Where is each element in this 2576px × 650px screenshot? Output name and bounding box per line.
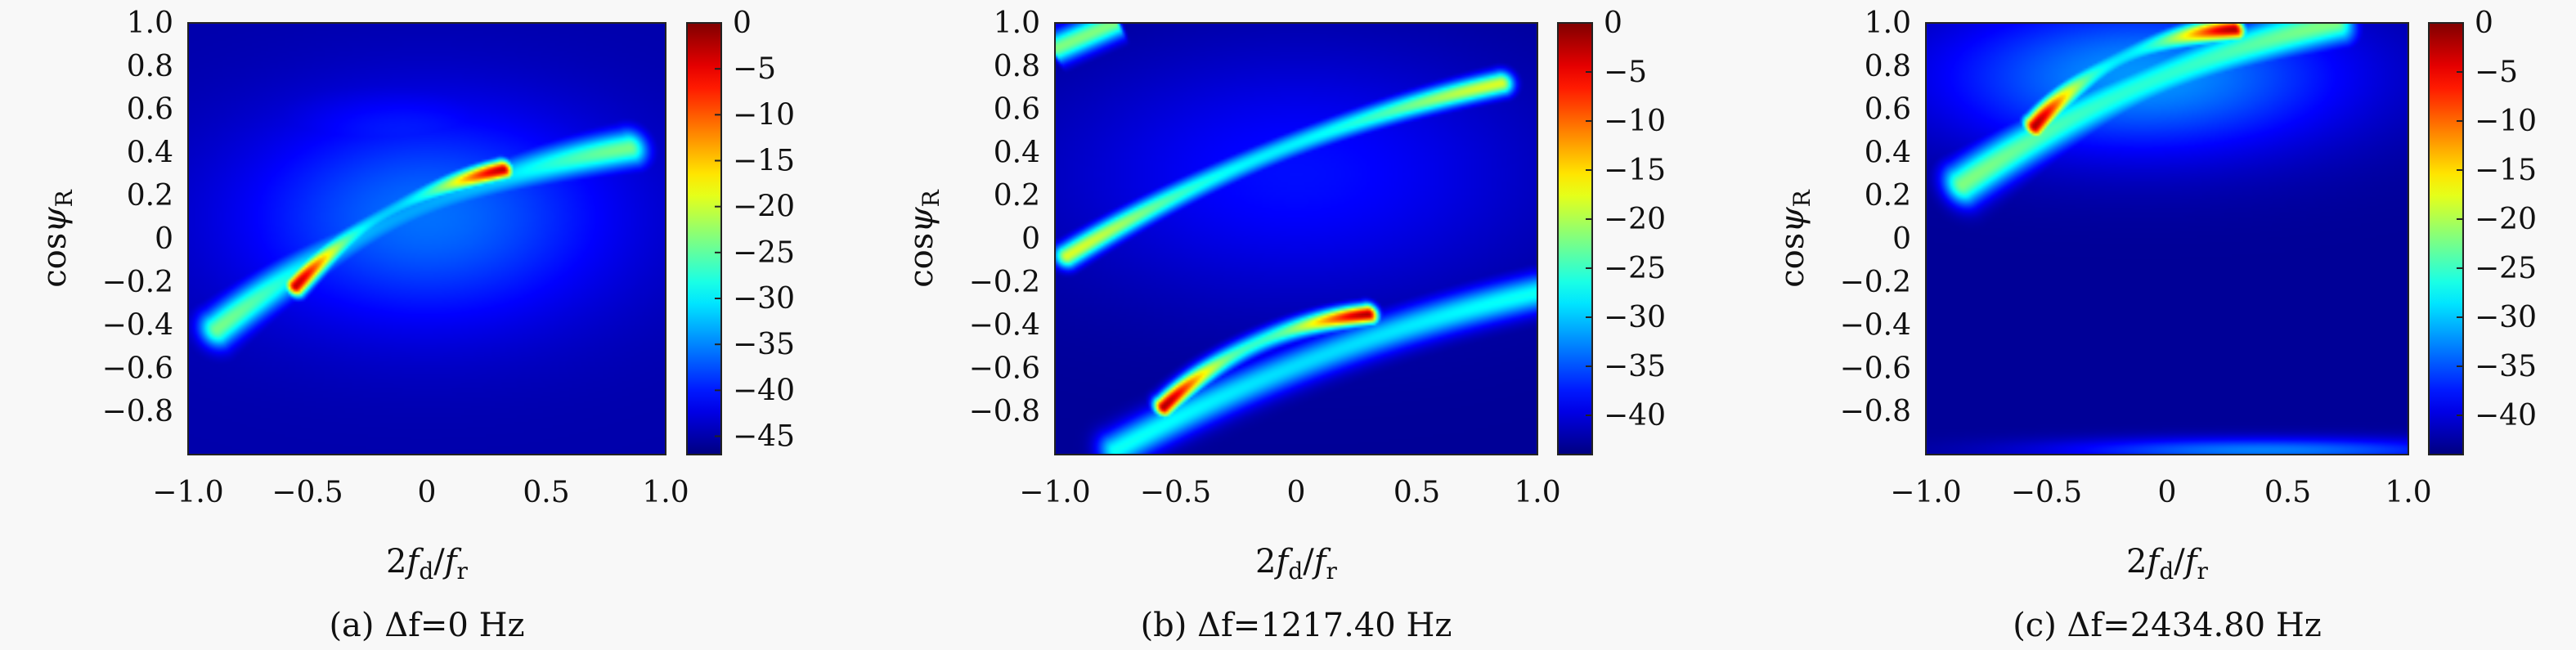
y-tick-label: −0.2	[1840, 266, 1911, 299]
colorbar-tick-label: −10	[733, 98, 795, 132]
heatmap-image	[188, 23, 666, 455]
x-tick-label: −1.0	[1890, 476, 1961, 509]
y-tick-label: 0.4	[127, 136, 173, 169]
y-axis-label: cosψR	[903, 189, 945, 287]
colorbar-tick-label: −40	[733, 374, 795, 407]
colorbar-tick-label: −40	[1604, 399, 1666, 433]
colorbar-tick-label: −20	[733, 191, 795, 224]
y-tick-label: −0.8	[102, 395, 173, 428]
colorbar-tick-label: −5	[733, 52, 776, 86]
panel-1: −1.0 −0.5 0 0.5 1.0 1.0 0.8 0.6 0.4 0.2 0 −0.2 −0.4 −…	[36, 7, 795, 644]
colorbar-tick-label: −20	[2475, 203, 2537, 236]
colorbar-tick-label: −5	[1604, 56, 1647, 89]
y-tick-label: 1.0	[994, 7, 1040, 40]
panel-caption: (b) Δf=1217.40 Hz	[1141, 607, 1452, 644]
y-tick-label: 0.4	[1865, 136, 1911, 169]
y-tick-label: −0.2	[969, 266, 1040, 299]
plot-frame	[1925, 22, 2409, 455]
y-tick-label: 0.8	[994, 50, 1040, 83]
colorbar-frame	[686, 22, 722, 455]
y-tick-label: −0.6	[102, 352, 173, 385]
y-axis-label: cosψR	[1774, 189, 1815, 287]
panel-caption: (c) Δf=2434.80 Hz	[2013, 607, 2322, 644]
y-tick-label: 0.2	[1865, 179, 1911, 213]
x-tick-label: 1.0	[1514, 476, 1560, 509]
colorbar-tick-label: −30	[1604, 301, 1666, 334]
colorbar-tick-label: −30	[733, 282, 795, 316]
colorbar-tick-label: −25	[1604, 252, 1666, 285]
colorbar-tick-label: 0	[733, 7, 752, 40]
y-tick-label: 0	[1892, 222, 1911, 256]
y-tick-label: 0.6	[1865, 93, 1911, 127]
colorbar-tick-label: −15	[2475, 154, 2537, 187]
colorbar	[1558, 23, 1592, 455]
x-axis-label: 2fd/fr	[1255, 543, 1338, 585]
y-tick-label: 1.0	[127, 7, 173, 40]
x-tick-label: 1.0	[2385, 476, 2431, 509]
x-tick-label: −0.5	[2011, 476, 2082, 509]
y-tick-label: 0	[155, 222, 173, 256]
colorbar-tick-label: −5	[2475, 56, 2518, 89]
colorbar-tick-label: −10	[2475, 105, 2537, 138]
panel-caption: (a) Δf=0 Hz	[329, 607, 524, 644]
y-tick-label: 0.6	[127, 93, 173, 127]
colorbar-tick-label: 0	[1604, 7, 1622, 40]
y-tick-label: 1.0	[1865, 7, 1911, 40]
x-tick-label: 0	[2158, 476, 2177, 509]
y-tick-label: 0	[1021, 222, 1040, 256]
x-axis-label: 2fd/fr	[386, 543, 469, 585]
colorbar	[2429, 23, 2463, 455]
x-tick-label: 0	[418, 476, 437, 509]
y-tick-label: −0.4	[969, 309, 1040, 343]
y-tick-label: 0.8	[127, 50, 173, 83]
colorbar-tick-label: −35	[733, 328, 795, 361]
x-tick-label: 0.5	[1393, 476, 1440, 509]
x-tick-label: 0.5	[2264, 476, 2311, 509]
plot-frame	[1054, 22, 1538, 455]
x-tick-label: 1.0	[642, 476, 689, 509]
y-tick-label: 0.6	[994, 93, 1040, 127]
colorbar-tick-label: 0	[2475, 7, 2493, 40]
x-axis-label: 2fd/fr	[2126, 543, 2209, 585]
colorbar-frame	[2428, 22, 2464, 455]
y-tick-label: 0.2	[994, 179, 1040, 213]
x-tick-label: −0.5	[272, 476, 343, 509]
x-tick-label: −1.0	[1019, 476, 1090, 509]
colorbar-tick-label: −25	[2475, 252, 2537, 285]
panel-3: −1.0 −0.5 0 0.5 1.0 1.0 0.8 0.6 0.4 0.2 0 −0.2 −0.4 −…	[1774, 7, 2537, 644]
colorbar-tick-label: −40	[2475, 399, 2537, 433]
colorbar-tick-label: −10	[1604, 105, 1666, 138]
y-tick-label: 0.8	[1865, 50, 1911, 83]
y-tick-label: −0.8	[1840, 395, 1911, 428]
y-tick-label: −0.2	[102, 266, 173, 299]
y-tick-label: 0.4	[994, 136, 1040, 169]
y-tick-label: 0.2	[127, 179, 173, 213]
y-axis-label: cosψR	[36, 189, 78, 287]
colorbar-tick-label: −35	[1604, 350, 1666, 383]
y-tick-label: −0.6	[969, 352, 1040, 385]
x-tick-label: −1.0	[152, 476, 223, 509]
colorbar-tick-label: −15	[1604, 154, 1666, 187]
heatmap-image	[1926, 23, 2408, 455]
y-tick-label: −0.6	[1840, 352, 1911, 385]
y-tick-label: −0.8	[969, 395, 1040, 428]
plot-frame	[187, 22, 666, 455]
y-tick-label: −0.4	[102, 309, 173, 343]
colorbar-frame	[1557, 22, 1593, 455]
y-tick-label: −0.4	[1840, 309, 1911, 343]
colorbar-tick-label: −30	[2475, 301, 2537, 334]
colorbar-tick-label: −35	[2475, 350, 2537, 383]
x-tick-label: 0.5	[523, 476, 569, 509]
heatmap-image	[1055, 23, 1537, 455]
colorbar-tick-label: −25	[733, 236, 795, 270]
colorbar-tick-label: −45	[733, 420, 795, 454]
colorbar	[687, 23, 721, 455]
x-tick-label: −0.5	[1140, 476, 1211, 509]
panel-2: −1.0 −0.5 0 0.5 1.0 1.0 0.8 0.6 0.4 0.2 0 −0.2 −0.4 −…	[903, 7, 1666, 644]
x-tick-label: 0	[1287, 476, 1306, 509]
colorbar-tick-label: −20	[1604, 203, 1666, 236]
colorbar-tick-label: −15	[733, 145, 795, 178]
